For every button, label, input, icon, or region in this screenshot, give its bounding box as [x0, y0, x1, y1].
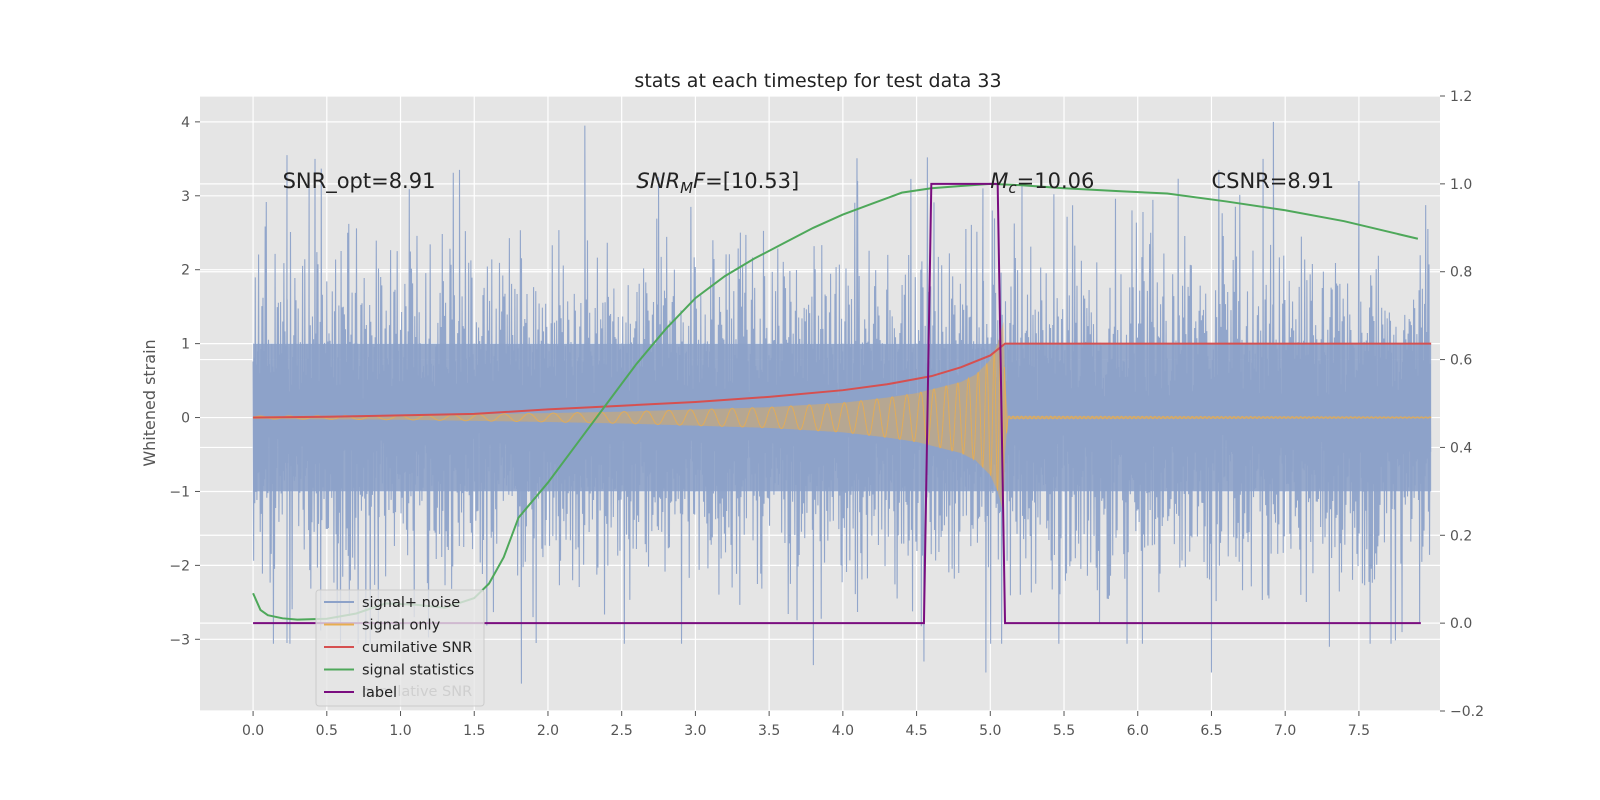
x-tick-label: 5.5: [1053, 723, 1075, 739]
annotation-mc: Mc=10.06: [990, 169, 1094, 197]
x-tick-label: 0.5: [316, 723, 338, 739]
y2-tick-label: 0.6: [1450, 353, 1472, 369]
series-layer: [252, 121, 1432, 684]
x-tick-label: 2.0: [537, 723, 559, 739]
series-cumilative-snr-line: [253, 342, 1432, 419]
annotation-csnr: CSNR=8.91: [1211, 169, 1334, 193]
series-signal-only-line: [252, 336, 1432, 507]
y-tick-label: −2: [169, 558, 190, 574]
y2-tick-label: 0.4: [1450, 440, 1472, 456]
x-tick-label: 7.0: [1274, 723, 1296, 739]
y2-tick-label: 0.0: [1450, 616, 1472, 632]
y2-tick-label: 0.2: [1450, 528, 1472, 544]
legend-entry-label: signal statistics: [362, 663, 474, 679]
y-tick-label: 1: [181, 337, 190, 353]
legend-entry-label: signal only: [362, 618, 441, 634]
x-tick-label: 6.0: [1127, 723, 1149, 739]
x-tick-label: 1.5: [463, 723, 485, 739]
series-label-line: [253, 182, 1421, 625]
y-tick-label: −1: [169, 484, 190, 500]
legend-frame: [315, 589, 485, 707]
x-tick-label: 4.0: [832, 723, 854, 739]
series-signal-only-envelope: [253, 321, 1432, 514]
y2-tick-label: −0.2: [1450, 704, 1484, 720]
x-tick-label: 5.0: [979, 723, 1001, 739]
y2-tick-label: 0.8: [1450, 265, 1472, 281]
chart-title: stats at each timestep for test data 33: [634, 70, 1001, 92]
x-tick-label: 4.5: [905, 723, 927, 739]
x-tick-label: 3.0: [684, 723, 706, 739]
legend-entry-label: signal+ noise: [362, 595, 460, 611]
annotations: SNR_opt=8.91 SNRMF=[10.53] Mc=10.06 CSNR=8.…: [283, 169, 1335, 197]
axes: 0.0 0.5 1.0 1.5 2.0 2.5 3.0 3.5 4.0 4.5 5.0 5.5 6.0 6…: [169, 89, 1484, 739]
x-tick-label: 1.0: [389, 723, 411, 739]
x-tick-label: 0.0: [242, 723, 264, 739]
y2-tick-label: 1.2: [1450, 89, 1472, 105]
y2-tick-label: 1.0: [1450, 177, 1472, 193]
x-tick-label: 6.5: [1200, 723, 1222, 739]
legend-entry-label: cumilative SNR: [362, 640, 472, 656]
y-tick-label: 3: [181, 189, 190, 205]
y-tick-label: −3: [169, 632, 190, 648]
x-tick-label: 3.5: [758, 723, 780, 739]
x-tick-label: 7.5: [1348, 723, 1370, 739]
y-tick-label: 0: [181, 411, 190, 427]
legend-entry-label: label: [362, 685, 397, 701]
annotation-snr-opt: SNR_opt=8.91: [283, 169, 436, 194]
y-tick-label: 4: [181, 115, 190, 131]
y-tick-label: 2: [181, 263, 190, 279]
y-axis-label: Whitened strain: [140, 339, 159, 466]
legend[interactable]: cumilative SNR signal+ noise signal only cu…: [315, 589, 485, 707]
annotation-snr-mf: SNRMF=[10.53]: [636, 169, 799, 197]
x-tick-label: 2.5: [611, 723, 633, 739]
legend-ghost-text: cumilative SNR: [362, 684, 472, 700]
